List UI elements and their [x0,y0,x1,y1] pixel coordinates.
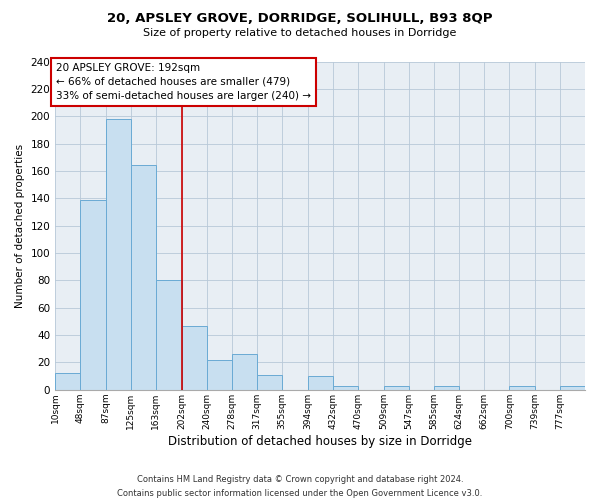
Bar [257,374,282,390]
Text: Size of property relative to detached houses in Dorridge: Size of property relative to detached ho… [143,28,457,38]
Bar [333,386,358,390]
Bar [55,374,80,390]
Bar [509,386,535,390]
Text: 20 APSLEY GROVE: 192sqm
← 66% of detached houses are smaller (479)
33% of semi-d: 20 APSLEY GROVE: 192sqm ← 66% of detache… [56,63,311,101]
Bar [106,119,131,390]
Bar [206,360,232,390]
Bar [383,386,409,390]
Text: Contains HM Land Registry data © Crown copyright and database right 2024.
Contai: Contains HM Land Registry data © Crown c… [118,476,482,498]
Y-axis label: Number of detached properties: Number of detached properties [15,144,25,308]
Bar [232,354,257,390]
Bar [308,376,333,390]
Bar [560,386,585,390]
Bar [434,386,459,390]
Bar [156,280,182,390]
X-axis label: Distribution of detached houses by size in Dorridge: Distribution of detached houses by size … [168,434,472,448]
Bar [182,326,206,390]
Text: 20, APSLEY GROVE, DORRIDGE, SOLIHULL, B93 8QP: 20, APSLEY GROVE, DORRIDGE, SOLIHULL, B9… [107,12,493,26]
Bar [80,200,106,390]
Bar [131,166,156,390]
